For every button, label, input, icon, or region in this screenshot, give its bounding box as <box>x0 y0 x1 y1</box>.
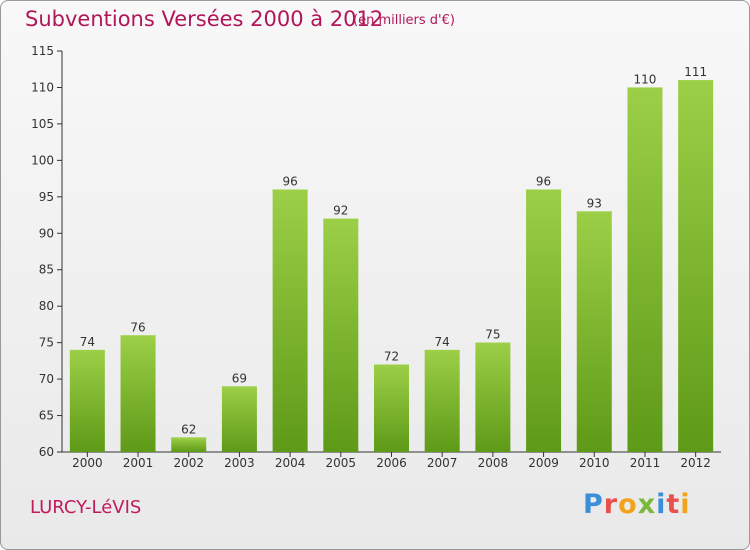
bar <box>69 349 105 452</box>
logo-letter: i <box>656 489 667 520</box>
bar <box>678 80 714 452</box>
x-tick-label: 2005 <box>326 456 357 470</box>
bar-value-label: 96 <box>282 175 297 189</box>
bar <box>424 349 460 452</box>
y-tick-label: 95 <box>39 190 54 204</box>
x-tick-label: 2007 <box>427 456 458 470</box>
chart-bars <box>69 80 714 453</box>
logo-letter: x <box>637 489 657 520</box>
bar-top-highlight <box>576 211 612 214</box>
bar <box>120 335 156 452</box>
bar-top-highlight <box>171 437 207 440</box>
y-tick-label: 90 <box>39 226 54 240</box>
bar-value-label: 110 <box>634 72 657 86</box>
chart-title: Subventions Versées 2000 à 2012 <box>25 7 384 31</box>
commune-name: LURCY-LéVIS <box>30 497 142 518</box>
bar <box>576 211 612 452</box>
y-tick-label: 115 <box>31 44 54 58</box>
bar <box>475 342 511 452</box>
x-tick-label: 2011 <box>630 456 661 470</box>
bar <box>374 364 409 452</box>
bar-value-label: 93 <box>587 196 602 210</box>
bar-value-label: 75 <box>485 328 500 342</box>
y-tick-label: 75 <box>39 336 54 350</box>
y-tick-label: 100 <box>31 153 54 167</box>
bar-value-label: 74 <box>435 335 450 349</box>
bar <box>627 87 663 453</box>
y-tick-label: 70 <box>39 372 54 386</box>
logo-letter: o <box>618 489 638 520</box>
bar-value-label: 96 <box>536 175 551 189</box>
y-tick-label: 60 <box>39 445 54 459</box>
x-tick-label: 2010 <box>579 456 610 470</box>
y-tick-label: 65 <box>39 409 54 423</box>
bar-top-highlight <box>272 189 308 192</box>
chart-subtitle: (en milliers d'€) <box>353 13 455 28</box>
x-tick-label: 2000 <box>72 456 103 470</box>
bar-top-highlight <box>678 80 714 83</box>
bar <box>221 386 257 452</box>
bar <box>526 189 562 452</box>
x-tick-label: 2012 <box>680 456 711 470</box>
bar-value-label: 72 <box>384 350 399 364</box>
chart-labels: 74 76 62 69 96 92 72 74 75 96 93 110 111 <box>80 65 707 436</box>
logo-letter: r <box>603 489 619 520</box>
bar-value-label: 69 <box>232 371 247 385</box>
bar-top-highlight <box>120 335 156 338</box>
chart-axes: 60 65 70 75 80 85 90 95 100 105 110 115 2000 2001 2002… <box>31 44 721 470</box>
bar-top-highlight <box>374 364 409 367</box>
x-tick-label: 2006 <box>376 456 407 470</box>
bar-top-highlight <box>526 189 562 192</box>
logo-letter: i <box>680 489 691 520</box>
bar-value-label: 74 <box>80 335 95 349</box>
x-tick-label: 2001 <box>123 456 154 470</box>
bar <box>171 437 207 452</box>
logo-letter: t <box>666 489 681 520</box>
bar-top-highlight <box>475 342 511 345</box>
bar-top-highlight <box>627 87 663 90</box>
y-tick-label: 85 <box>39 263 54 277</box>
y-tick-label: 80 <box>39 299 54 313</box>
y-tick-label: 105 <box>31 117 54 131</box>
bar-top-highlight <box>424 349 460 352</box>
bar-top-highlight <box>323 218 359 221</box>
bar-value-label: 76 <box>130 320 145 334</box>
x-tick-label: 2004 <box>275 456 306 470</box>
logo-letter: P <box>583 489 604 520</box>
bar-value-label: 62 <box>181 422 196 436</box>
bar-value-label: 111 <box>684 65 707 79</box>
x-tick-label: 2003 <box>224 456 255 470</box>
bar <box>272 189 308 452</box>
bar-top-highlight <box>221 386 257 389</box>
y-tick-label: 110 <box>31 80 54 94</box>
proxiti-logo[interactable]: Proxiti <box>583 489 691 520</box>
x-tick-label: 2008 <box>478 456 509 470</box>
x-tick-label: 2002 <box>173 456 204 470</box>
bar-top-highlight <box>69 349 105 352</box>
bar <box>323 218 359 452</box>
bar-value-label: 92 <box>333 204 348 218</box>
x-tick-label: 2009 <box>528 456 559 470</box>
